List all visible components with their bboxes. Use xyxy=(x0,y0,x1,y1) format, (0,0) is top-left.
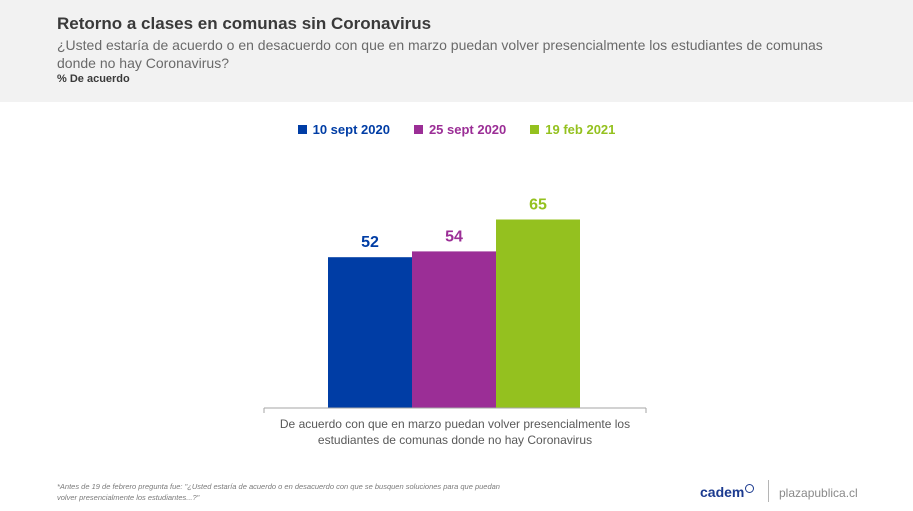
legend-item-19-feb-2021: 19 feb 2021 xyxy=(530,122,615,137)
data-label: 54 xyxy=(445,228,463,245)
data-label: 65 xyxy=(529,197,547,214)
legend-item-25-sept-2020: 25 sept 2020 xyxy=(413,122,507,137)
bar-chart: 52 54 65 De acuerdo con que en marzo puedan… xyxy=(263,197,647,447)
chart-title: Retorno a clases en comunas sin Coronavi… xyxy=(57,14,432,33)
legend: 10 sept 2020 25 sept 2020 19 feb 2021 xyxy=(0,122,913,137)
legend-swatch xyxy=(530,125,540,134)
chart-subtitle: ¿Usted estaría de acuerdo o en desacuerd… xyxy=(57,37,823,71)
plazapublica-site: plazapublica.cl xyxy=(779,486,858,500)
cadem-wordmark: cadem xyxy=(700,484,745,500)
legend-label: 25 sept 2020 xyxy=(428,122,507,137)
unit-label: % De acuerdo xyxy=(57,73,130,85)
header-band: Retorno a clases en comunas sin Coronavi… xyxy=(0,0,913,102)
data-label: 52 xyxy=(361,234,379,251)
bar-19-feb-2021 xyxy=(496,219,580,408)
footnote-line-2: volver presencialmente los estudiantes..… xyxy=(57,493,200,502)
category-label-line: De acuerdo con que en marzo puedan volve… xyxy=(280,417,630,431)
cadem-dot-icon xyxy=(745,483,755,493)
legend-swatch xyxy=(297,125,307,134)
bar-25-sept-2020 xyxy=(412,251,496,408)
bar-10-sept-2020 xyxy=(328,257,412,408)
category-label-line: estudiantes de comunas donde no hay Coro… xyxy=(318,433,592,447)
legend-label: 10 sept 2020 xyxy=(312,122,390,137)
cadem-logo: cadem xyxy=(700,483,755,500)
legend-label: 19 feb 2021 xyxy=(545,122,616,137)
legend-swatch xyxy=(413,125,423,134)
brand-divider xyxy=(768,480,769,502)
footnote-line-1: *Antes de 19 de febrero pregunta fue: "¿… xyxy=(57,482,500,491)
footnote: *Antes de 19 de febrero pregunta fue: "¿… xyxy=(57,481,657,503)
legend-item-10-sept-2020: 10 sept 2020 xyxy=(297,122,390,137)
